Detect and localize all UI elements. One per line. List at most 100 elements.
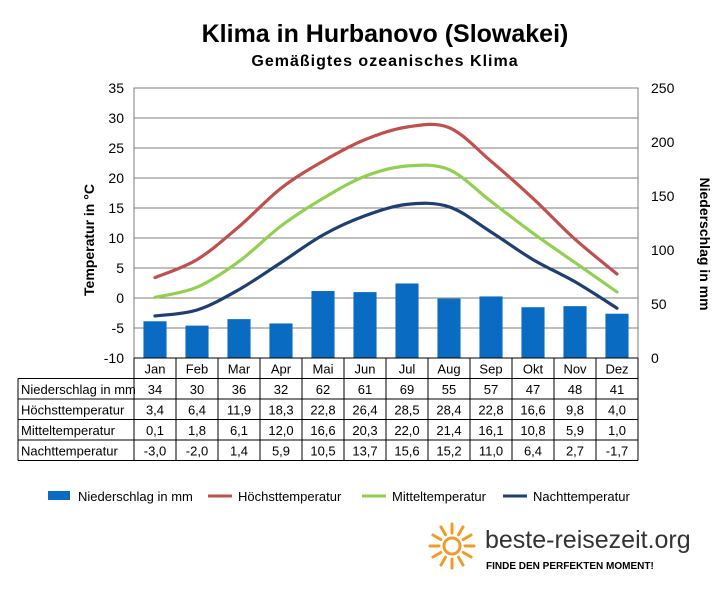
data-label: 9,8 (566, 403, 584, 418)
data-label: 57 (484, 382, 498, 397)
y-tick-label: -5 (112, 320, 125, 336)
y-tick-label: -10 (104, 350, 124, 366)
data-label: 4,0 (608, 403, 626, 418)
data-label: 6,1 (230, 423, 248, 438)
data-label: 48 (568, 382, 582, 397)
logo-text: beste-reisezeit.org (485, 526, 691, 554)
bar (521, 307, 545, 358)
bar (605, 313, 629, 358)
data-label: 10,8 (520, 423, 545, 438)
legend: Niederschlag in mm Höchsttemperatur Mittel… (48, 489, 630, 504)
bar (185, 325, 209, 358)
data-label: 13,7 (352, 444, 377, 459)
data-label: -1,7 (606, 444, 628, 459)
data-label: 28,5 (394, 403, 419, 418)
bar (269, 323, 293, 358)
data-label: 61 (358, 382, 372, 397)
data-label: 16,1 (478, 423, 503, 438)
chart-title: Klima in Hurbanovo (Slowakei) (202, 20, 569, 48)
table-row-header: Nachttemperatur (21, 444, 118, 459)
data-label: 5,9 (272, 444, 290, 459)
x-tick-label: Okt (523, 362, 544, 377)
data-label: 1,0 (608, 423, 626, 438)
data-label: 32 (274, 382, 288, 397)
data-label: 34 (148, 382, 162, 397)
data-label: 21,4 (436, 423, 461, 438)
data-label: 11,9 (227, 403, 251, 418)
sun-icon (428, 522, 476, 570)
data-label: 12,0 (268, 423, 293, 438)
data-label: 26,4 (352, 403, 377, 418)
x-tick-label: Mai (313, 362, 334, 377)
table-row-header: Mitteltemperatur (21, 423, 116, 438)
x-tick-label: Mar (228, 362, 251, 377)
data-label: 6,4 (524, 444, 542, 459)
y2-tick-label: 200 (651, 134, 675, 150)
y-tick-label: 20 (108, 170, 124, 186)
data-label: 11,0 (479, 444, 503, 459)
y-tick-label: 30 (108, 110, 124, 126)
y-tick-label: 25 (108, 140, 124, 156)
bar (311, 291, 335, 358)
data-label: 30 (190, 382, 204, 397)
data-label: 18,3 (268, 403, 293, 418)
x-tick-label: Jun (355, 362, 376, 377)
precipitation-bars (143, 283, 629, 358)
x-tick-label: Sep (479, 362, 502, 377)
data-label: 20,3 (352, 423, 377, 438)
data-label: -2,0 (186, 444, 208, 459)
x-tick-label: Jul (399, 362, 416, 377)
bar (227, 319, 251, 358)
sun-ray (457, 555, 465, 567)
data-label: 15,2 (436, 444, 461, 459)
x-tick-label: Aug (437, 362, 460, 377)
legend-item: Niederschlag in mm (78, 489, 193, 504)
y-tick-label: 0 (116, 290, 124, 306)
bar (353, 292, 377, 358)
series-line (153, 122, 619, 280)
data-label: 0,1 (146, 423, 164, 438)
data-label: 10,5 (310, 444, 335, 459)
temperature-lines (153, 122, 619, 318)
table-row-header: Niederschlag in mm (21, 382, 136, 397)
data-label: 6,4 (188, 403, 206, 418)
y2-tick-label: 250 (651, 80, 675, 96)
bar (437, 298, 461, 358)
y-axis-label: Temperatur in °C (81, 184, 97, 296)
data-label: 1,8 (188, 423, 206, 438)
sun-ray (457, 525, 465, 537)
data-label: 16,6 (310, 423, 335, 438)
y-tick-label: 10 (108, 230, 124, 246)
x-tick-label: Nov (563, 362, 587, 377)
data-label: 36 (232, 382, 246, 397)
series-line (153, 163, 619, 299)
sun-ray (439, 555, 447, 567)
data-label: 22,0 (394, 423, 419, 438)
y2-tick-label: 100 (651, 242, 675, 258)
data-label: 16,6 (520, 403, 545, 418)
legend-item: Höchsttemperatur (238, 489, 342, 504)
y2-axis-label: Niederschlag in mm (697, 177, 713, 310)
data-label: 55 (442, 382, 456, 397)
legend-item: Mitteltemperatur (392, 489, 487, 504)
data-label: 69 (400, 382, 414, 397)
bar (143, 321, 167, 358)
y2-tick-label: 50 (651, 296, 667, 312)
data-label: 28,4 (436, 403, 461, 418)
y2-tick-label: 150 (651, 188, 675, 204)
sun-ray (439, 525, 447, 537)
logo-slogan: FINDE DEN PERFEKTEN MOMENT! (486, 561, 654, 572)
series-line (153, 201, 619, 318)
y-tick-label: 5 (116, 260, 124, 276)
data-label: 15,6 (394, 444, 419, 459)
bar (395, 283, 419, 358)
plot-frame (133, 87, 639, 359)
data-label: 41 (610, 382, 624, 397)
table-row-header: Höchsttemperatur (21, 403, 125, 418)
y-tick-label: 15 (108, 200, 124, 216)
data-label: 2,7 (566, 444, 584, 459)
y2-tick-label: 0 (651, 350, 659, 366)
legend-item: Nachttemperatur (533, 489, 630, 504)
